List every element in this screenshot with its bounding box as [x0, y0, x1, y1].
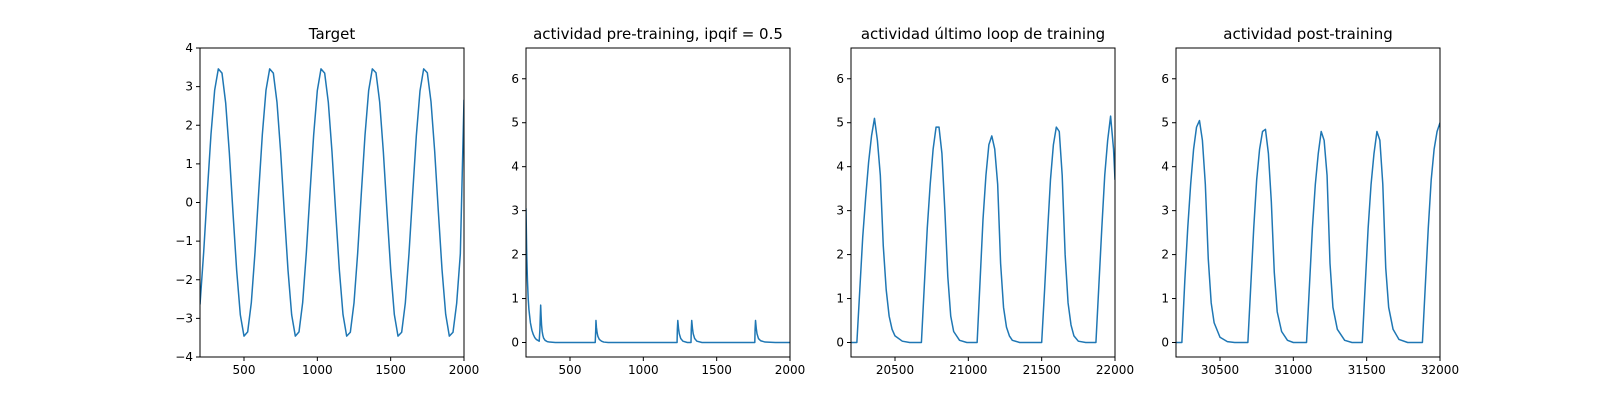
y-tick-label: 3 — [185, 80, 193, 94]
y-tick-label: 3 — [836, 204, 844, 218]
x-tick-label: 500 — [233, 363, 256, 377]
chart-title: actividad pre-training, ipqif = 0.5 — [533, 25, 783, 43]
y-tick-label: 0 — [185, 196, 193, 210]
series-line — [1176, 119, 1440, 344]
y-tick-label: 2 — [511, 248, 519, 262]
series-line — [200, 68, 464, 337]
y-tick-label: 5 — [511, 116, 519, 130]
x-tick-label: 1500 — [701, 363, 732, 377]
y-tick-label: −3 — [175, 311, 193, 325]
y-tick-label: 4 — [1161, 160, 1169, 174]
y-tick-label: 5 — [836, 116, 844, 130]
y-tick-label: 4 — [836, 160, 844, 174]
y-tick-label: −4 — [175, 350, 193, 364]
axes-frame — [1175, 47, 1441, 358]
chart-title: actividad post-training — [1223, 25, 1392, 43]
x-tick-label: 21500 — [1023, 363, 1061, 377]
y-tick-label: 4 — [185, 41, 193, 55]
x-tick-label: 30500 — [1201, 363, 1239, 377]
y-tick-label: 2 — [185, 118, 193, 132]
y-tick-label: 6 — [1161, 72, 1169, 86]
axes-frame — [850, 47, 1116, 358]
y-tick-label: 3 — [511, 204, 519, 218]
series-line — [526, 208, 790, 344]
x-tick-label: 2000 — [449, 363, 480, 377]
chart-panel-1: Target 500 1000 1500 2000 −4 −3 −2 −1 0 1 2 3 4 — [175, 25, 479, 377]
y-tick-label: 2 — [836, 248, 844, 262]
y-tick-label: 1 — [1161, 292, 1169, 306]
y-tick-label: 1 — [836, 292, 844, 306]
y-tick-label: 6 — [836, 72, 844, 86]
y-tick-label: 1 — [185, 157, 193, 171]
x-tick-label: 1000 — [302, 363, 333, 377]
x-tick-label: 21000 — [949, 363, 987, 377]
x-tick-label: 1000 — [628, 363, 659, 377]
x-tick-label: 500 — [559, 363, 582, 377]
series-line — [851, 115, 1115, 344]
x-tick-label: 22000 — [1096, 363, 1134, 377]
y-tick-label: 2 — [1161, 248, 1169, 262]
y-tick-label: 0 — [511, 335, 519, 349]
y-tick-label: 5 — [1161, 116, 1169, 130]
x-tick-label: 32000 — [1421, 363, 1459, 377]
y-tick-label: −1 — [175, 234, 193, 248]
chart-title: actividad último loop de training — [861, 25, 1105, 43]
x-tick-label: 2000 — [775, 363, 806, 377]
x-tick-label: 1500 — [375, 363, 406, 377]
x-tick-label: 31000 — [1274, 363, 1312, 377]
x-tick-label: 20500 — [876, 363, 914, 377]
y-tick-label: 4 — [511, 160, 519, 174]
x-tick-label: 31500 — [1348, 363, 1386, 377]
y-tick-label: 3 — [1161, 204, 1169, 218]
y-tick-label: −2 — [175, 273, 193, 287]
y-tick-label: 1 — [511, 292, 519, 306]
chart-title: Target — [308, 25, 356, 43]
y-tick-label: 0 — [1161, 335, 1169, 349]
y-tick-label: 6 — [511, 72, 519, 86]
axes-frame — [525, 47, 791, 358]
y-tick-label: 0 — [836, 335, 844, 349]
